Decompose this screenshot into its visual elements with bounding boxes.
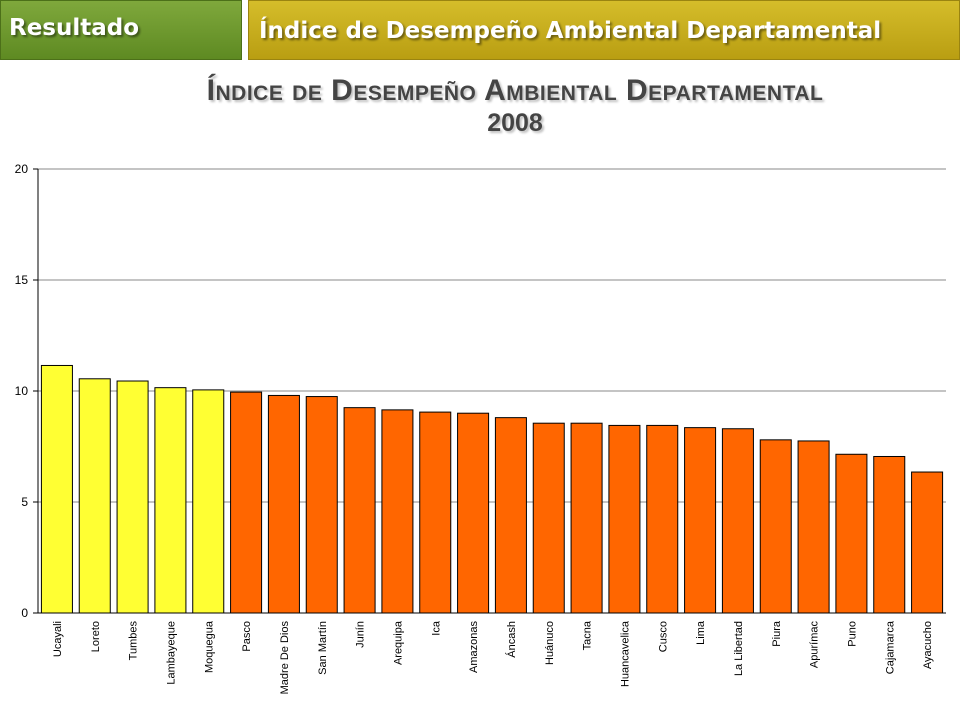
bar — [154, 387, 187, 614]
x-tick-label: Junín — [355, 621, 367, 648]
x-tick-label: Cusco — [657, 621, 669, 652]
bar — [192, 389, 225, 614]
x-tick-label: Arequipa — [392, 620, 404, 665]
x-tick-label: Puno — [846, 621, 858, 647]
section-tab-resultado: Resultado — [0, 0, 242, 60]
bar — [570, 422, 603, 614]
bar — [532, 422, 565, 614]
y-tick-label: 15 — [15, 273, 29, 287]
y-tick-label: 20 — [15, 162, 29, 176]
bar — [873, 455, 906, 614]
bar — [721, 428, 754, 614]
chart-title: Índice de Desempeño Ambiental Departamen… — [206, 74, 824, 107]
x-tick-label: Huancavelica — [619, 620, 631, 687]
bar — [381, 409, 414, 614]
x-tick-label: San Martín — [317, 621, 329, 675]
x-tick-label: Huánuco — [544, 621, 556, 665]
x-tick-label: Moquegua — [203, 620, 215, 673]
section-tab-label: Resultado — [9, 15, 140, 41]
x-tick-label: Loreto — [90, 621, 102, 652]
y-tick-label: 5 — [21, 495, 28, 509]
bar — [116, 380, 149, 614]
bar — [40, 364, 73, 614]
chart-title-block: Índice de Desempeño Ambiental Departamen… — [0, 74, 960, 138]
x-tick-label: Ica — [430, 620, 442, 636]
bar — [305, 396, 338, 614]
x-tick-label: Ayacucho — [922, 621, 934, 669]
bar — [797, 440, 830, 614]
bar — [230, 391, 263, 614]
slide-header-banner: Índice de Desempeño Ambiental Departamen… — [248, 0, 960, 60]
bar — [419, 411, 452, 614]
bar — [267, 394, 300, 614]
chart-subtitle: 2008 — [487, 109, 543, 137]
bar — [78, 378, 111, 614]
x-tick-label: Apurímac — [809, 621, 821, 669]
y-tick-label: 10 — [15, 384, 29, 398]
bar — [494, 417, 527, 614]
x-tick-label: Tacna — [582, 620, 594, 650]
bar — [835, 453, 868, 614]
x-tick-label: Lambayeque — [165, 621, 177, 685]
bar — [457, 412, 490, 614]
x-tick-label: Lima — [695, 620, 707, 645]
y-tick-label: 0 — [21, 606, 28, 620]
x-tick-label: Ucayali — [52, 621, 64, 657]
x-tick-label: Pasco — [241, 621, 253, 652]
slide-header-label: Índice de Desempeño Ambiental Departamen… — [259, 18, 882, 44]
x-tick-label: Cajamarca — [884, 620, 896, 674]
bar — [343, 407, 376, 614]
bar — [646, 424, 679, 614]
bar — [608, 424, 641, 614]
x-tick-label: Áncash — [505, 621, 518, 658]
x-tick-label: Amazonas — [468, 621, 480, 673]
x-tick-label: Piura — [771, 620, 783, 647]
bar — [684, 427, 717, 614]
bar — [911, 471, 944, 614]
x-tick-label: Tumbes — [128, 621, 140, 661]
bar — [759, 439, 792, 614]
x-tick-label: La Libertad — [733, 621, 745, 676]
x-tick-label: Madre De Dios — [279, 621, 291, 695]
